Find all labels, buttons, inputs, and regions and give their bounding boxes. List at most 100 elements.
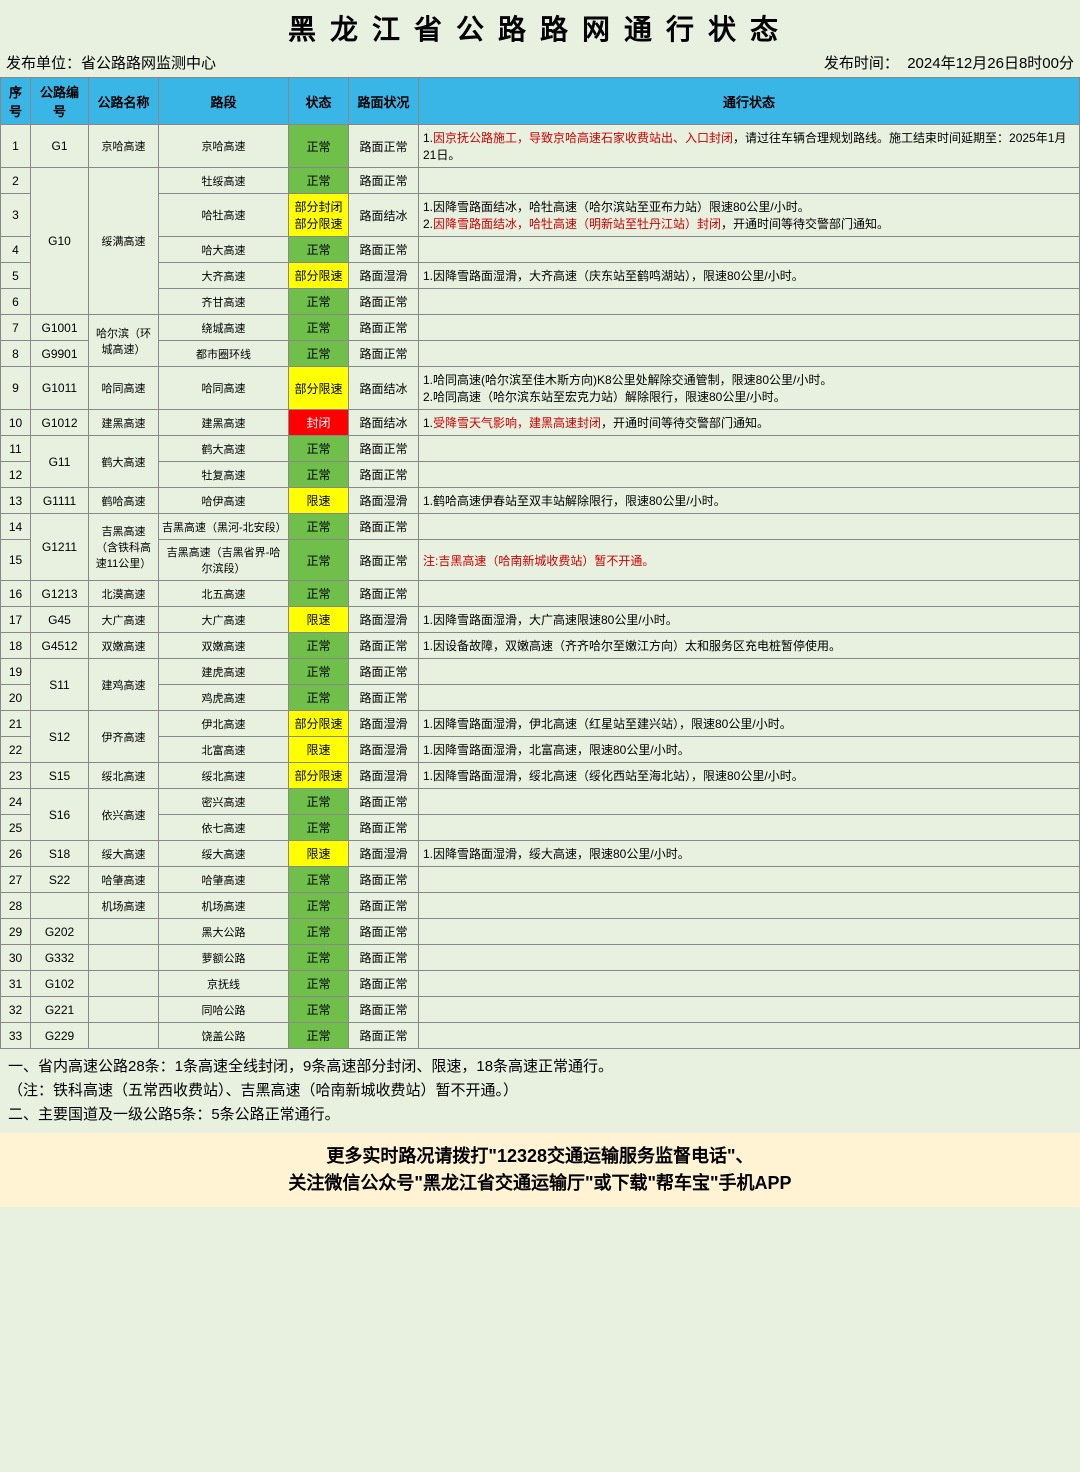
cell-status: 正常 [289,315,349,341]
page-title: 黑龙江省公路路网通行状态 [0,0,1080,52]
cell-segment: 同哈公路 [159,997,289,1023]
cell-info [419,168,1080,194]
table-row: 25依七高速正常路面正常 [1,815,1080,841]
cell-seq: 27 [1,867,31,893]
cell-segment: 饶盖公路 [159,1023,289,1049]
cell-status: 限速 [289,607,349,633]
cell-info [419,659,1080,685]
summary-line: 二、主要国道及一级公路5条：5条公路正常通行。 [8,1103,1072,1127]
cell-code: G102 [31,971,89,997]
cell-name: 京哈高速 [89,125,159,168]
cell-status: 部分封闭部分限速 [289,194,349,237]
cell-status: 正常 [289,659,349,685]
table-row: 18G4512双嫩高速双嫩高速正常路面正常1.因设备故障，双嫩高速（齐齐哈尔至嫩… [1,633,1080,659]
cell-surface: 路面正常 [349,1023,419,1049]
table-row: 16G1213北漠高速北五高速正常路面正常 [1,581,1080,607]
cell-info [419,289,1080,315]
cell-seq: 9 [1,367,31,410]
cell-segment: 绥大高速 [159,841,289,867]
cell-status: 部分限速 [289,763,349,789]
cell-segment: 大齐高速 [159,263,289,289]
cell-name: 哈尔滨（环城高速） [89,315,159,367]
cell-seq: 24 [1,789,31,815]
table-row: 6齐甘高速正常路面正常 [1,289,1080,315]
cell-surface: 路面结冰 [349,410,419,436]
cell-name: 大广高速 [89,607,159,633]
cell-code: G4512 [31,633,89,659]
table-row: 26S18绥大高速绥大高速限速路面湿滑1.因降雪路面湿滑，绥大高速，限速80公里… [1,841,1080,867]
cell-segment: 建虎高速 [159,659,289,685]
meta-row: 发布单位：省公路路网监测中心 发布时间： 2024年12月26日8时00分 [0,52,1080,77]
cell-info [419,341,1080,367]
cell-status: 正常 [289,168,349,194]
cell-info: 1.因降雪路面湿滑，绥北高速（绥化西站至海北站），限速80公里/小时。 [419,763,1080,789]
cell-info: 1.因降雪路面结冰，哈牡高速（哈尔滨站至亚布力站）限速80公里/小时。2.因降雪… [419,194,1080,237]
cell-surface: 路面正常 [349,971,419,997]
cell-name [89,971,159,997]
cell-code: G1213 [31,581,89,607]
cell-surface: 路面湿滑 [349,763,419,789]
cell-segment: 哈肇高速 [159,867,289,893]
cell-seq: 17 [1,607,31,633]
table-row: 2G10绥满高速牡绥高速正常路面正常 [1,168,1080,194]
cell-seq: 2 [1,168,31,194]
cell-seq: 15 [1,540,31,581]
cell-seq: 21 [1,711,31,737]
cell-segment: 哈同高速 [159,367,289,410]
cell-segment: 密兴高速 [159,789,289,815]
cell-code: S16 [31,789,89,841]
table-row: 23S15绥北高速绥北高速部分限速路面湿滑1.因降雪路面湿滑，绥北高速（绥化西站… [1,763,1080,789]
cell-surface: 路面结冰 [349,367,419,410]
cell-code: G1211 [31,514,89,581]
cell-info: 1.因降雪路面湿滑，大齐高速（庆东站至鹤鸣湖站），限速80公里/小时。 [419,263,1080,289]
cell-info: 1.因降雪路面湿滑，大广高速限速80公里/小时。 [419,607,1080,633]
cell-code: G1012 [31,410,89,436]
cell-code [31,893,89,919]
cell-status: 限速 [289,488,349,514]
cell-seq: 23 [1,763,31,789]
cell-status: 正常 [289,893,349,919]
cell-name: 吉黑高速（含铁科高速11公里） [89,514,159,581]
cell-seq: 8 [1,341,31,367]
cell-seq: 30 [1,945,31,971]
cell-seq: 7 [1,315,31,341]
cell-segment: 鸡虎高速 [159,685,289,711]
cell-surface: 路面正常 [349,789,419,815]
cell-name [89,997,159,1023]
cell-status: 封闭 [289,410,349,436]
cell-status: 正常 [289,436,349,462]
table-row: 31G102京抚线正常路面正常 [1,971,1080,997]
cell-code: G1001 [31,315,89,341]
cell-code: G10 [31,168,89,315]
cell-code: S22 [31,867,89,893]
cell-name: 建鸡高速 [89,659,159,711]
cell-segment: 哈大高速 [159,237,289,263]
cell-surface: 路面正常 [349,997,419,1023]
cell-surface: 路面正常 [349,237,419,263]
cell-info [419,581,1080,607]
cell-seq: 33 [1,1023,31,1049]
cell-surface: 路面正常 [349,893,419,919]
cell-segment: 萝额公路 [159,945,289,971]
cell-seq: 25 [1,815,31,841]
col-header: 路段 [159,78,289,125]
cell-name: 绥北高速 [89,763,159,789]
cell-info: 1.因设备故障，双嫩高速（齐齐哈尔至嫩江方向）太和服务区充电桩暂停使用。 [419,633,1080,659]
table-row: 15吉黑高速（吉黑省界-哈尔滨段）正常路面正常注:吉黑高速（哈南新城收费站）暂不… [1,540,1080,581]
cell-segment: 吉黑高速（黑河-北安段） [159,514,289,540]
cell-info [419,237,1080,263]
cell-code: G1011 [31,367,89,410]
cell-status: 正常 [289,997,349,1023]
table-row: 9G1011哈同高速哈同高速部分限速路面结冰1.哈同高速(哈尔滨至佳木斯方向)K… [1,367,1080,410]
cell-code: S11 [31,659,89,711]
publish-time: 发布时间： 2024年12月26日8时00分 [824,52,1074,73]
cell-surface: 路面正常 [349,919,419,945]
cell-surface: 路面正常 [349,341,419,367]
cell-info: 注:吉黑高速（哈南新城收费站）暂不开通。 [419,540,1080,581]
cell-info: 1.鹤哈高速伊春站至双丰站解除限行，限速80公里/小时。 [419,488,1080,514]
cell-name [89,945,159,971]
cell-surface: 路面正常 [349,436,419,462]
cell-segment: 哈牡高速 [159,194,289,237]
publisher: 发布单位：省公路路网监测中心 [6,52,216,73]
table-row: 17G45大广高速大广高速限速路面湿滑1.因降雪路面湿滑，大广高速限速80公里/… [1,607,1080,633]
